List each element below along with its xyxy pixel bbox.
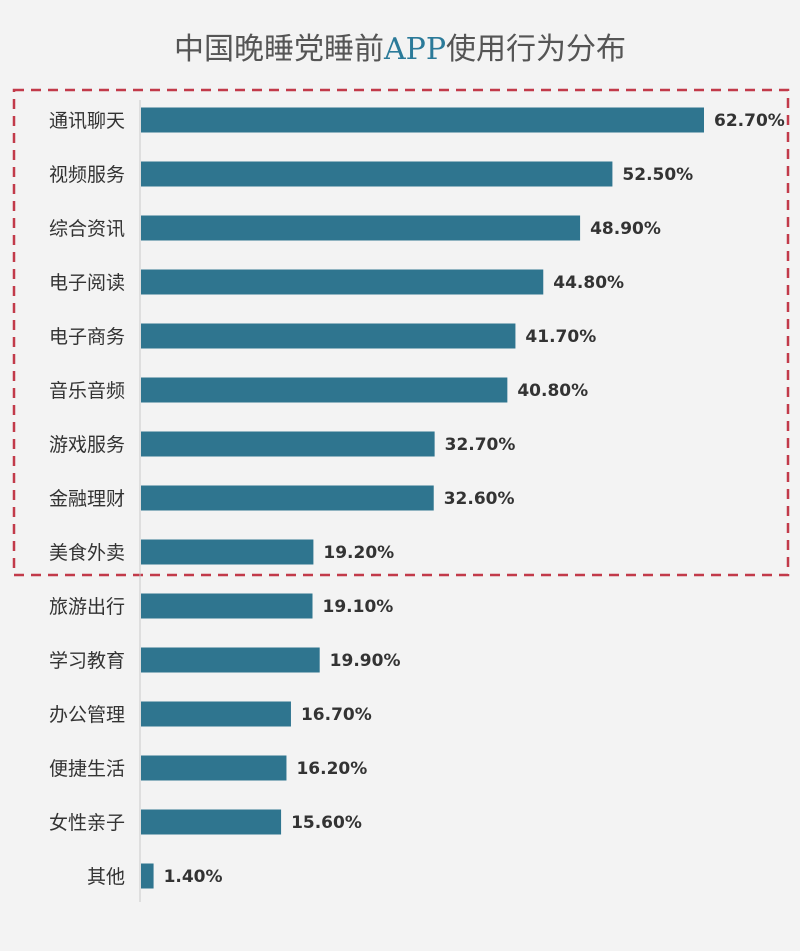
title-part-1: 中国晚睡党睡前 <box>173 32 384 67</box>
value-label: 16.70% <box>301 705 372 725</box>
category-label: 办公管理 <box>49 704 125 726</box>
category-label: 金融理财 <box>49 488 125 510</box>
category-label: 女性亲子 <box>49 812 125 834</box>
category-label: 通讯聊天 <box>49 110 125 132</box>
bar <box>141 269 544 295</box>
value-label: 52.50% <box>622 165 693 185</box>
bar <box>141 431 435 457</box>
bar <box>141 377 508 403</box>
category-label: 其他 <box>87 866 125 888</box>
category-label: 视频服务 <box>49 164 125 186</box>
bar <box>141 539 314 565</box>
bar <box>141 161 613 187</box>
category-label: 便捷生活 <box>49 758 125 780</box>
value-label: 16.20% <box>296 759 367 779</box>
bar <box>141 215 581 241</box>
category-label: 旅游出行 <box>49 596 125 618</box>
value-label: 19.10% <box>323 597 394 617</box>
value-label: 48.90% <box>590 219 661 239</box>
bar <box>141 485 434 511</box>
bar <box>141 647 320 673</box>
bar <box>141 755 287 781</box>
value-label: 32.70% <box>445 435 516 455</box>
value-label: 62.70% <box>714 111 785 131</box>
value-label: 32.60% <box>444 489 515 509</box>
category-label: 学习教育 <box>49 650 125 672</box>
category-label: 美食外卖 <box>49 542 125 564</box>
value-label: 19.20% <box>323 543 394 563</box>
bar <box>141 701 291 727</box>
value-label: 15.60% <box>291 813 362 833</box>
bar <box>141 107 704 133</box>
category-label: 电子阅读 <box>49 272 125 294</box>
value-label: 44.80% <box>553 273 624 293</box>
category-label: 音乐音频 <box>49 380 125 402</box>
bar <box>141 809 282 835</box>
category-label: 综合资讯 <box>49 218 125 240</box>
title-part-3: 使用行为分布 <box>446 32 627 67</box>
value-label: 40.80% <box>517 381 588 401</box>
bar <box>141 863 154 889</box>
category-label: 游戏服务 <box>49 434 125 456</box>
bar <box>141 593 313 619</box>
title-part-2: APP <box>383 32 447 67</box>
value-label: 1.40% <box>164 867 223 887</box>
chart-title: 中国晚睡党睡前APP使用行为分布 <box>0 24 800 68</box>
bar <box>141 323 516 349</box>
value-label: 19.90% <box>330 651 401 671</box>
value-label: 41.70% <box>525 327 596 347</box>
category-label: 电子商务 <box>49 326 125 348</box>
